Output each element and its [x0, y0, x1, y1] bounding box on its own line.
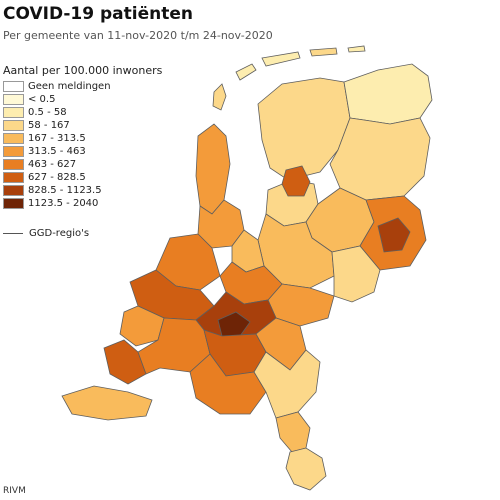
legend-ggd-label: GGD-regio's	[29, 228, 90, 239]
legend-item: 313.5 - 463	[3, 145, 162, 158]
legend-item: 167 - 313.5	[3, 132, 162, 145]
region-limburg-midden[interactable]	[275, 411, 311, 453]
region-zeeuws-vlaanderen[interactable]	[61, 385, 153, 421]
legend-ggd-entry: GGD-regio's	[3, 228, 162, 239]
island-schiermonnikoog[interactable]	[347, 45, 366, 53]
legend-item-label: 1123.5 - 2040	[28, 198, 99, 209]
legend-item-label: 313.5 - 463	[28, 146, 86, 157]
legend-swatch	[3, 198, 24, 209]
legend-swatch	[3, 159, 24, 170]
legend-items: Geen meldingen < 0.5 0.5 - 58 58 - 167 167 -…	[3, 80, 162, 210]
map-title: COVID-19 patiënten	[3, 4, 193, 24]
legend-swatch	[3, 133, 24, 144]
island-ameland[interactable]	[309, 47, 338, 57]
island-terschelling[interactable]	[261, 51, 301, 67]
island-vlieland[interactable]	[235, 63, 257, 81]
legend-item-label: 828.5 - 1123.5	[28, 185, 102, 196]
ggd-line-icon	[3, 233, 23, 234]
legend-item: 828.5 - 1123.5	[3, 184, 162, 197]
legend-swatch	[3, 81, 24, 92]
legend-swatch	[3, 185, 24, 196]
region-urk[interactable]	[281, 165, 311, 197]
legend-item-label: < 0.5	[28, 94, 56, 105]
region-bommelerwaard[interactable]	[217, 311, 251, 337]
legend-item: < 0.5	[3, 93, 162, 106]
region-walcheren[interactable]	[103, 339, 147, 385]
legend-item: 1123.5 - 2040	[3, 197, 162, 210]
map-subtitle: Per gemeente van 11-nov-2020 t/m 24-nov-…	[3, 29, 273, 42]
legend-item-label: 167 - 313.5	[28, 133, 86, 144]
legend-item-label: 627 - 828.5	[28, 172, 86, 183]
legend-swatch	[3, 172, 24, 183]
region-twente-core[interactable]	[377, 217, 411, 253]
region-limburg-zuid[interactable]	[285, 447, 327, 491]
region-drenthe[interactable]	[329, 117, 431, 201]
legend-item-label: 463 - 627	[28, 159, 77, 170]
legend-title: Aantal per 100.000 inwoners	[3, 64, 163, 77]
legend-swatch	[3, 146, 24, 157]
legend-swatch	[3, 107, 24, 118]
region-limburg-noord[interactable]	[253, 349, 321, 419]
legend-item-label: 58 - 167	[28, 120, 70, 131]
map-legend: Aantal per 100.000 inwoners Geen melding…	[3, 64, 162, 239]
legend-swatch	[3, 94, 24, 105]
legend-item: 627 - 828.5	[3, 171, 162, 184]
legend-item-label: Geen meldingen	[28, 81, 111, 92]
legend-item: 463 - 627	[3, 158, 162, 171]
source-label: RIVM	[3, 486, 26, 496]
legend-item: Geen meldingen	[3, 80, 162, 93]
legend-item-label: 0.5 - 58	[28, 107, 67, 118]
legend-swatch	[3, 120, 24, 131]
region-groningen[interactable]	[343, 63, 433, 125]
region-achterhoek[interactable]	[331, 245, 381, 303]
island-texel[interactable]	[212, 83, 227, 111]
legend-item: 58 - 167	[3, 119, 162, 132]
legend-item: 0.5 - 58	[3, 106, 162, 119]
